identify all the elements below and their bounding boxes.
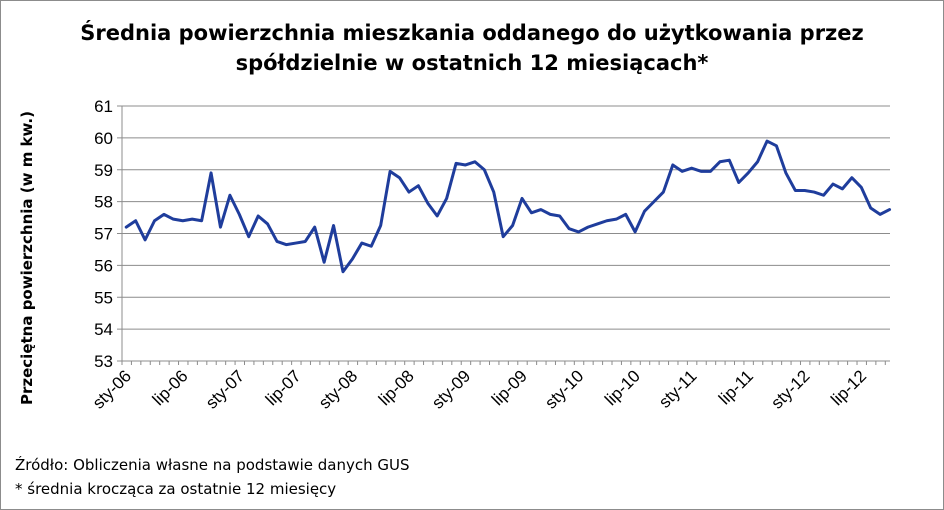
x-tick-label: lip-07 bbox=[262, 366, 305, 409]
x-tick-label: lip-09 bbox=[488, 366, 531, 409]
y-tick-label: 60 bbox=[94, 129, 113, 148]
y-tick-label: 59 bbox=[94, 161, 113, 180]
y-tick-label: 58 bbox=[94, 193, 113, 212]
x-tick-label: sty-11 bbox=[655, 366, 700, 411]
y-tick-label: 53 bbox=[94, 352, 113, 371]
x-tick-label: sty-07 bbox=[202, 366, 248, 412]
gridlines bbox=[122, 105, 890, 330]
y-tick-label: 55 bbox=[94, 288, 113, 307]
source-note: Źródło: Obliczenia własne na podstawie d… bbox=[15, 456, 410, 474]
x-tick-label: sty-10 bbox=[541, 366, 587, 412]
footnote: * średnia krocząca za ostatnie 12 miesię… bbox=[15, 480, 337, 498]
chart-title-line-2: spółdzielnie w ostatnich 12 miesiącach* bbox=[235, 51, 709, 75]
y-axis-label: Przeciętna powierzchnia (w m kw.) bbox=[18, 111, 36, 405]
y-tick-labels: 53 54 55 56 57 58 59 60 61 bbox=[94, 97, 113, 371]
y-tick-label: 54 bbox=[94, 320, 113, 339]
x-tick-label: sty-08 bbox=[315, 366, 361, 412]
series-layer bbox=[124, 139, 892, 274]
y-tick-label: 56 bbox=[94, 256, 113, 275]
y-tick-label: 61 bbox=[94, 97, 113, 116]
series-line bbox=[124, 139, 892, 274]
x-tick-label: sty-12 bbox=[767, 366, 813, 412]
x-tick-label: sty-09 bbox=[428, 366, 474, 412]
chart-title-line-1: Średnia powierzchnia mieszkania oddanego… bbox=[80, 21, 864, 45]
x-tick-label: sty-06 bbox=[89, 366, 135, 412]
x-tick-labels: sty-06 lip-06 sty-07 lip-07 sty-08 lip-08 sty-… bbox=[89, 366, 870, 412]
y-tick-label: 57 bbox=[94, 225, 113, 244]
x-tick-label: lip-10 bbox=[601, 366, 644, 409]
x-tick-label: lip-11 bbox=[715, 366, 757, 408]
x-tick-label: lip-08 bbox=[375, 366, 418, 409]
x-tick-label: lip-06 bbox=[149, 366, 192, 409]
x-tick-label: lip-12 bbox=[827, 366, 870, 409]
chart-title: Średnia powierzchnia mieszkania oddanego… bbox=[0, 18, 944, 78]
axes bbox=[117, 105, 890, 365]
chart-notes: Źródło: Obliczenia własne na podstawie d… bbox=[15, 453, 410, 501]
